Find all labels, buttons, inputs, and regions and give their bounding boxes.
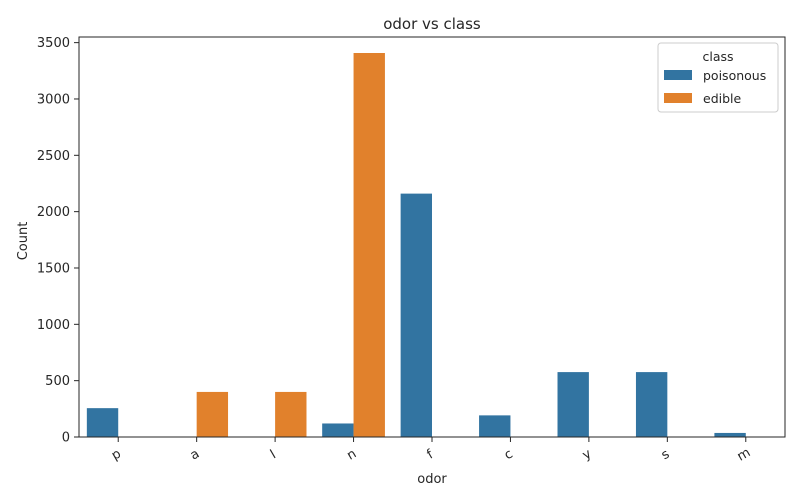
legend-title: class <box>702 49 733 64</box>
y-tick-label: 0 <box>62 431 70 446</box>
x-tick-label-a: a <box>188 446 202 463</box>
legend: class poisonous edible <box>657 42 779 113</box>
x-tick-label-l: l <box>268 448 279 463</box>
x-tick-label-y: y <box>580 446 594 463</box>
y-tick-label: 1000 <box>37 318 70 333</box>
y-tick-label: 2000 <box>37 205 70 220</box>
y-axis-label: Count <box>16 222 31 261</box>
bar-edible-n <box>353 53 385 437</box>
legend-swatch-poisonous <box>664 70 692 80</box>
bar-edible-l <box>275 391 307 437</box>
bar-poisonous-s <box>635 372 668 437</box>
x-axis-label: odor <box>417 472 447 487</box>
x-tick-label-p: p <box>109 446 124 463</box>
x-tick-label-m: m <box>735 445 753 464</box>
y-tick-label: 500 <box>45 374 70 389</box>
x-tick-label-s: s <box>659 447 673 463</box>
y-tick-label: 3500 <box>37 36 70 51</box>
bar-poisonous-p <box>86 408 119 437</box>
y-tick-label: 2500 <box>37 149 70 164</box>
y-tick-label: 3000 <box>37 92 70 107</box>
legend-swatch-edible <box>664 93 692 103</box>
bar-poisonous-n <box>322 423 354 437</box>
x-tick-label-c: c <box>502 447 516 464</box>
y-tick-label: 1500 <box>37 261 70 276</box>
x-tick-label-f: f <box>425 447 437 462</box>
plot-frame <box>78 36 786 438</box>
bar-poisonous-m <box>714 432 746 437</box>
x-tick-label-n: n <box>344 446 359 463</box>
bar-poisonous-c <box>479 415 511 437</box>
legend-label-poisonous: poisonous <box>703 68 766 83</box>
legend-label-edible: edible <box>703 91 742 106</box>
bar-poisonous-y <box>557 372 589 437</box>
bar-poisonous-f <box>400 193 432 437</box>
chart-title: odor vs class <box>383 15 481 33</box>
bar-edible-a <box>196 391 229 437</box>
plot-area: 0 500 1000 1500 2000 2500 3000 3500 p a l n f c y s m <box>37 36 786 465</box>
